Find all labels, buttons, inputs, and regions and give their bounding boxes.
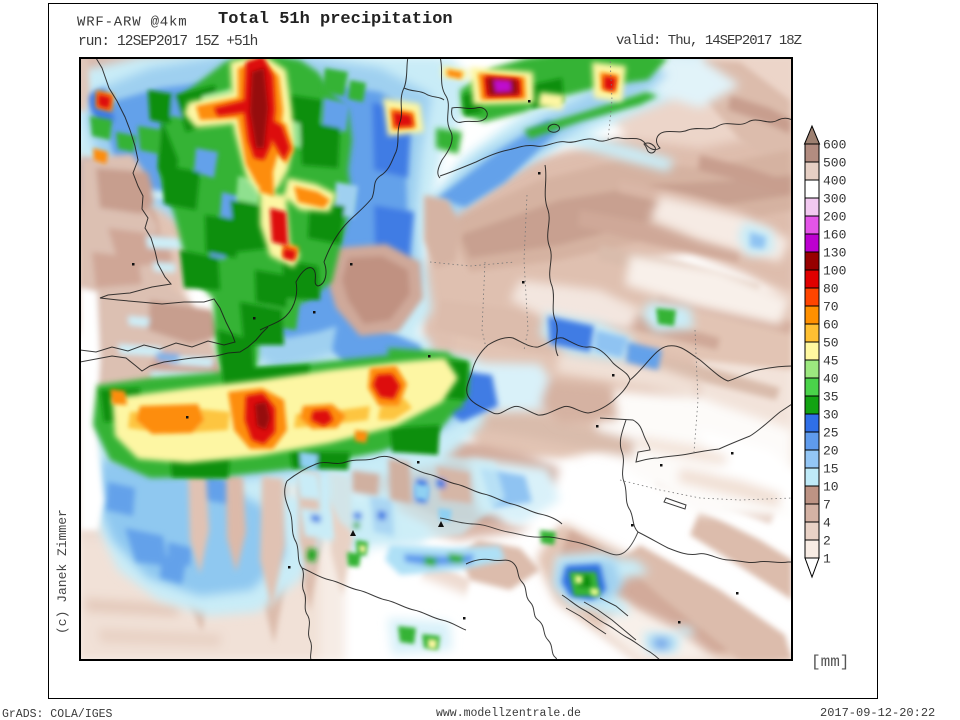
svg-text:7: 7: [823, 498, 831, 513]
svg-text:www.modellzentrale.de: www.modellzentrale.de: [436, 707, 581, 720]
svg-text:2: 2: [823, 534, 831, 549]
svg-text:80: 80: [823, 282, 839, 297]
svg-text:600: 600: [823, 138, 846, 153]
svg-text:15: 15: [823, 462, 839, 477]
svg-text:500: 500: [823, 156, 846, 171]
svg-text:WRF-ARW @4km: WRF-ARW @4km: [77, 15, 187, 31]
svg-text:GrADS: COLA/IGES: GrADS: COLA/IGES: [2, 708, 113, 720]
svg-text:160: 160: [823, 228, 846, 243]
svg-text:400: 400: [823, 174, 846, 189]
svg-text:200: 200: [823, 210, 846, 225]
svg-text:4: 4: [823, 516, 831, 531]
svg-text:30: 30: [823, 408, 839, 423]
svg-text:45: 45: [823, 354, 839, 369]
svg-text:35: 35: [823, 390, 839, 405]
svg-text:70: 70: [823, 300, 839, 315]
svg-text:Total 51h precipitation: Total 51h precipitation: [218, 10, 453, 29]
svg-text:60: 60: [823, 318, 839, 333]
svg-text:10: 10: [823, 480, 839, 495]
svg-text:40: 40: [823, 372, 839, 387]
svg-text:300: 300: [823, 192, 846, 207]
svg-text:50: 50: [823, 336, 839, 351]
svg-text:(c) Janek Zimmer: (c) Janek Zimmer: [55, 509, 70, 634]
svg-text:run: 12SEP2017 15Z +51h: run: 12SEP2017 15Z +51h: [78, 34, 258, 50]
svg-text:100: 100: [823, 264, 846, 279]
svg-text:valid: Thu, 14SEP2017 18Z: valid: Thu, 14SEP2017 18Z: [616, 33, 802, 49]
svg-text:[mm]: [mm]: [811, 653, 849, 671]
svg-text:20: 20: [823, 444, 839, 459]
svg-text:1: 1: [823, 552, 831, 567]
svg-text:2017-09-12-20:22: 2017-09-12-20:22: [820, 706, 935, 720]
svg-text:25: 25: [823, 426, 839, 441]
svg-text:130: 130: [823, 246, 846, 261]
